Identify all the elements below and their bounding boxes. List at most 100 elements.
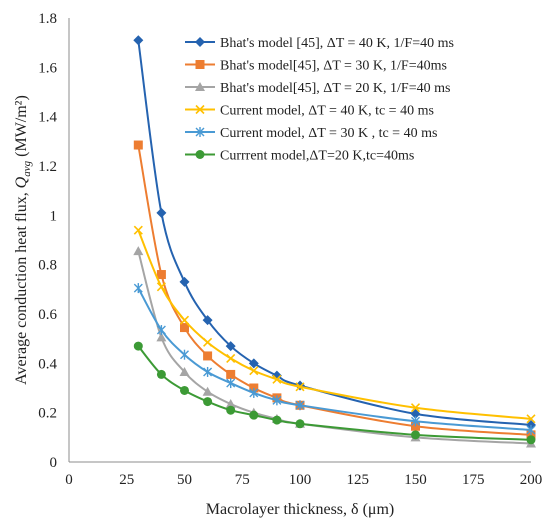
plot-frame [68, 18, 531, 463]
data-point [203, 397, 213, 407]
data-point [249, 410, 259, 420]
data-point [272, 374, 282, 384]
x-tick-label: 175 [462, 472, 485, 488]
y-tick-label: 0.4 [38, 356, 57, 372]
x-tick-label: 0 [65, 472, 73, 488]
series-5 [133, 283, 536, 435]
legend-item: Bhat's model[45], ΔT = 30 K, 1/F=40ms [185, 59, 447, 74]
legend-marker [195, 82, 205, 91]
y-tick-label: 1.4 [38, 110, 57, 126]
data-point [526, 435, 536, 445]
series-line [137, 144, 532, 436]
legend-marker [195, 60, 205, 69]
data-point [156, 282, 166, 292]
data-point [156, 332, 167, 342]
data-point [156, 207, 167, 218]
data-point [226, 353, 236, 363]
data-point [202, 315, 213, 326]
series-6 [133, 341, 536, 445]
legend-label: Bhat's model [45], ΔT = 40 K, 1/F=40 ms [220, 36, 454, 51]
data-point [133, 140, 143, 150]
data-point [411, 430, 420, 440]
data-point [180, 385, 189, 395]
y-tick-label: 1 [50, 208, 58, 224]
data-point [179, 315, 190, 325]
data-point [225, 341, 236, 352]
x-axis-ticks: 0 25 50 75 100 125 150 175 200 [65, 472, 542, 488]
y-tick-label: 1.6 [38, 60, 57, 76]
y-axis-title-subscript: avg [21, 160, 33, 176]
y-axis-title-main: Average conduction heat flux, [13, 188, 30, 385]
data-point [225, 399, 236, 409]
y-tick-label: 0 [50, 455, 58, 471]
data-point [180, 323, 189, 333]
legend-item: Current model, ΔT = 40 K, tc = 40 ms [185, 104, 434, 119]
series-3 [133, 246, 536, 448]
x-tick-label: 25 [119, 472, 134, 488]
y-tick-label: 0.6 [38, 307, 57, 323]
y-axis-title: Average conduction heat flux, Qavg (MW/m… [13, 95, 33, 385]
x-tick-label: 50 [177, 472, 192, 488]
series-line [137, 229, 532, 420]
legend-label: Current model, ΔT = 30 K , tc = 40 ms [220, 126, 437, 141]
data-point [156, 369, 166, 379]
data-point [526, 414, 536, 424]
y-axis-ticks: 0 0.2 0.4 0.6 0.8 1 1.2 1.4 1.6 1.8 [38, 11, 57, 471]
legend-item: Bhat's model[45], ΔT = 20 K, 1/F=40 ms [185, 81, 450, 96]
data-point [179, 276, 190, 287]
data-point [133, 246, 144, 256]
data-point [202, 386, 213, 396]
data-point [411, 416, 420, 427]
data-point [226, 369, 236, 379]
data-point [295, 419, 305, 429]
data-point [526, 424, 536, 435]
legend-label: Current model, ΔT = 40 K, tc = 40 ms [220, 104, 434, 119]
data-point [203, 337, 213, 347]
data-point [156, 270, 166, 280]
data-point [133, 35, 144, 46]
x-tick-label: 100 [289, 472, 312, 488]
y-tick-label: 1.8 [38, 11, 57, 27]
data-point [272, 395, 282, 406]
data-point [295, 382, 305, 392]
data-point [133, 283, 143, 294]
legend-label: Bhat's model[45], ΔT = 30 K, 1/F=40ms [220, 59, 447, 74]
y-tick-label: 0.2 [38, 406, 57, 422]
data-point [226, 378, 236, 389]
series-line [137, 40, 532, 426]
series-4 [133, 225, 536, 424]
data-point [226, 405, 236, 415]
x-tick-label: 75 [235, 472, 250, 488]
legend-marker [195, 150, 205, 159]
legend-marker [195, 104, 205, 115]
data-point [295, 400, 305, 411]
x-axis-title: Macrolayer thickness, δ (μm) [206, 501, 395, 518]
data-point [249, 387, 259, 398]
series-line [137, 250, 532, 445]
y-axis-title-units: (MW/m²) [13, 95, 30, 161]
data-point [248, 358, 259, 369]
data-point [410, 408, 421, 419]
legend-marker [195, 37, 205, 47]
y-axis-title-symbol: Q [13, 176, 30, 188]
legend-item: Currrent model,ΔT=20 K,tc=40ms [185, 149, 414, 164]
series-1 [133, 35, 536, 430]
legend-marker [195, 127, 205, 137]
y-tick-label: 0.8 [38, 258, 57, 274]
x-tick-label: 150 [404, 472, 427, 488]
data-point [203, 351, 213, 361]
data-point [180, 349, 189, 360]
data-point [156, 325, 166, 336]
x-tick-label: 125 [347, 472, 370, 488]
data-point [203, 366, 213, 377]
legend-item: Current model, ΔT = 30 K , tc = 40 ms [185, 126, 437, 141]
data-point [272, 415, 282, 425]
data-point [410, 403, 421, 413]
series-line [137, 287, 532, 431]
x-tick-label: 200 [520, 472, 543, 488]
legend: Bhat's model [45], ΔT = 40 K, 1/F=40 ms B… [185, 36, 454, 164]
legend-label: Bhat's model[45], ΔT = 20 K, 1/F=40 ms [220, 81, 450, 96]
data-point [179, 366, 190, 376]
